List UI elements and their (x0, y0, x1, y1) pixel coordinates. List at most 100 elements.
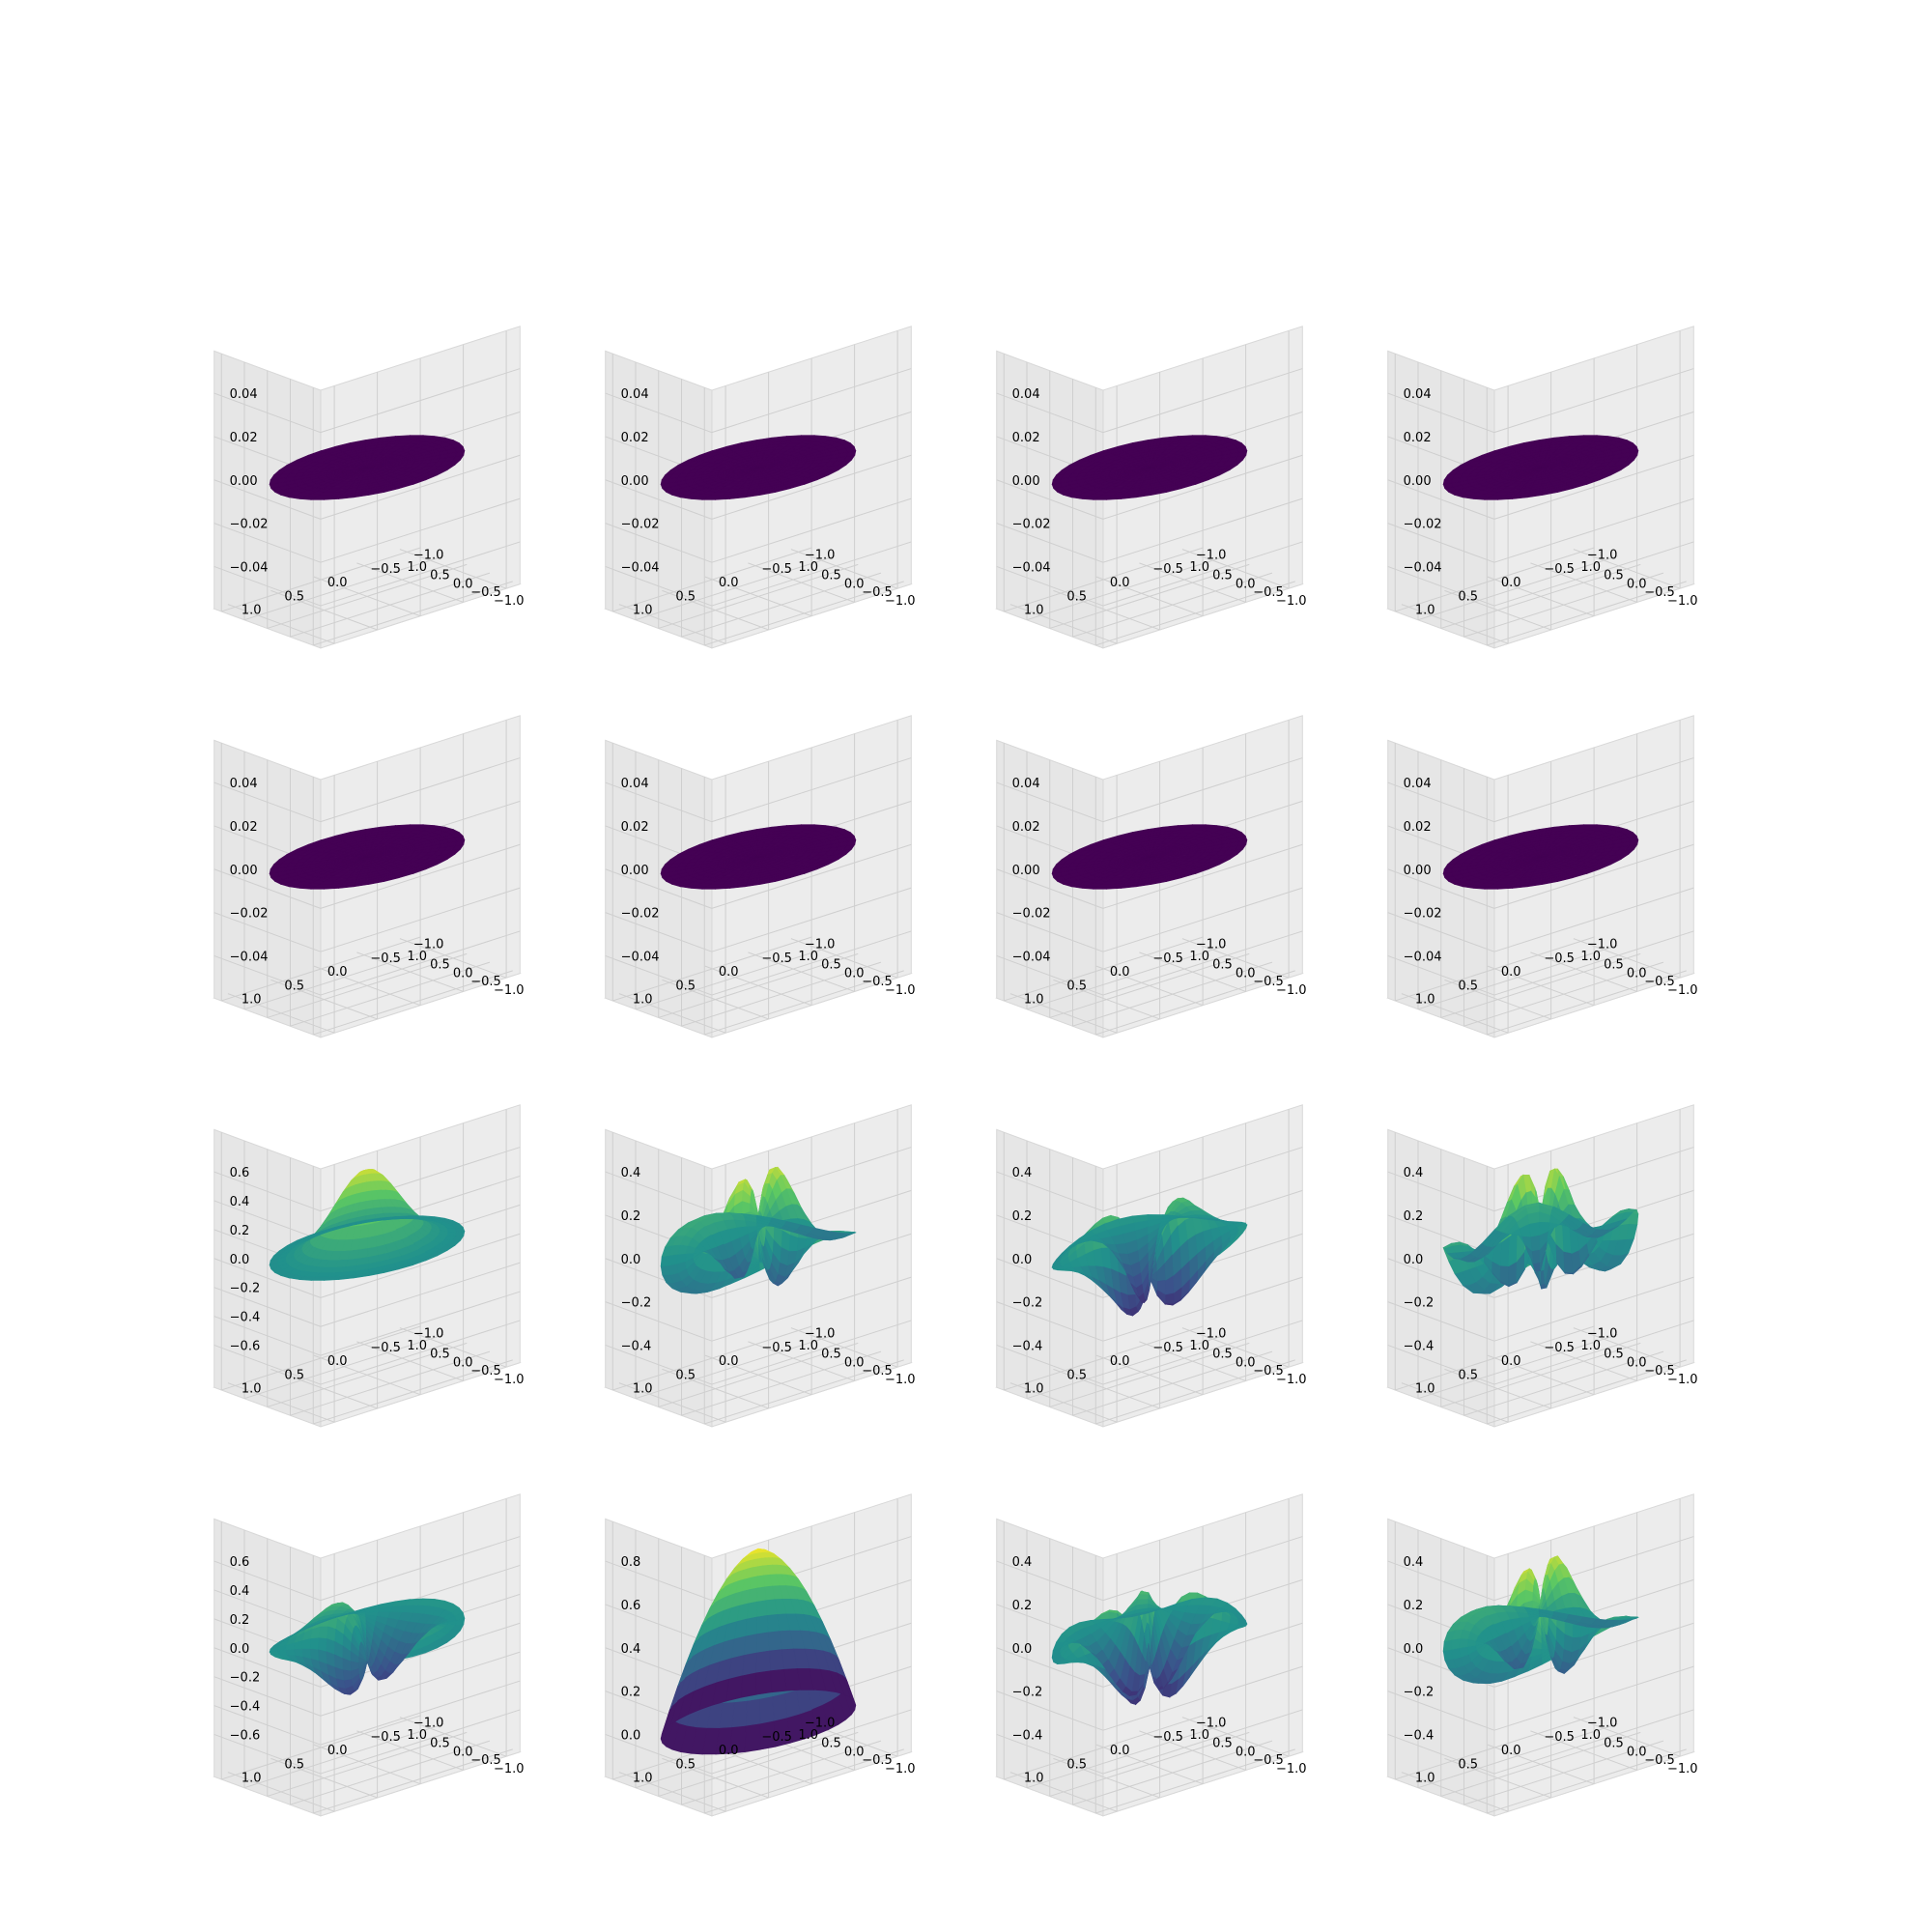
z-tick-label: −0.04 (1012, 560, 1051, 575)
z-tick-label: −0.6 (230, 1339, 261, 1353)
z-tick-label: 0.02 (230, 431, 258, 445)
x-tick-label: 0.5 (1212, 569, 1233, 583)
subplot-r3-c2: −1.0−0.50.00.51.0−1.0−0.50.00.51.0−0.4−0… (604, 1104, 916, 1428)
z-tick-label: 0.6 (230, 1166, 250, 1180)
y-tick-label: −1.0 (1196, 938, 1227, 952)
surface-patch (808, 435, 827, 440)
axis-ticks: −1.0−0.50.00.51.0−1.0−0.50.00.51.0−0.04−… (230, 387, 525, 618)
x-tick-label: −0.5 (470, 585, 501, 600)
x-tick-label: 0.0 (453, 1355, 473, 1370)
x-tick-label: 0.0 (1627, 577, 1647, 591)
x-tick-label: 0.0 (1236, 966, 1256, 980)
z-tick-label: −0.02 (1404, 518, 1442, 532)
y-tick-label: 1.0 (242, 604, 262, 618)
subplot-r1-c4: −1.0−0.50.00.51.0−1.0−0.50.00.51.0−0.04−… (1386, 326, 1698, 649)
grid-line (213, 565, 322, 607)
subplot-r2-c4: −1.0−0.50.00.51.0−1.0−0.50.00.51.0−0.04−… (1386, 715, 1698, 1038)
y-tick-label: 0.0 (327, 576, 348, 590)
z-tick-label: 0.00 (1404, 864, 1432, 878)
grid-line (711, 497, 912, 563)
grid-line (605, 523, 713, 563)
grid-line (1009, 604, 1118, 644)
grid-line (996, 392, 1104, 434)
grid-line (213, 392, 322, 434)
y-tick-label: −1.0 (1196, 549, 1227, 563)
y-tick-label: 1.0 (1024, 993, 1044, 1008)
grid-line (1053, 589, 1160, 631)
z-tick-label: −0.04 (621, 950, 660, 964)
z-tick-label: −0.02 (1012, 518, 1051, 532)
y-tick-label: −1.0 (413, 938, 444, 952)
z-tick-label: 0.04 (1404, 387, 1432, 402)
y-tick-label: 1.0 (1415, 604, 1435, 618)
subplot-r1-c3: −1.0−0.50.00.51.0−1.0−0.50.00.51.0−0.04−… (995, 326, 1307, 649)
x-tick-label: 0.0 (1236, 577, 1256, 591)
z-tick-label: 0.02 (621, 820, 649, 835)
x-tick-label: 0.5 (1604, 958, 1624, 973)
z-tick-label: 0.02 (1404, 820, 1432, 835)
z-tick-label: −0.4 (230, 1311, 261, 1325)
grid-line (605, 479, 713, 520)
y-tick-label: 0.5 (284, 979, 304, 993)
z-tick-label: 0.04 (230, 777, 258, 791)
grid-line (1102, 497, 1303, 563)
y-tick-label: 1.0 (633, 993, 653, 1008)
x-tick-label: 0.5 (1212, 958, 1233, 973)
subplot-r2-c1: −1.0−0.50.00.51.0−1.0−0.50.00.51.0−0.04−… (213, 715, 525, 1038)
x-tick-label: 0.0 (1627, 966, 1647, 980)
y-tick-label: −0.5 (370, 562, 401, 577)
surface-patch (668, 1263, 679, 1275)
surface (660, 435, 857, 500)
y-tick-label: 1.0 (242, 1382, 262, 1397)
x-tick-label: −0.5 (1253, 585, 1284, 600)
x-tick-label: −0.5 (1644, 585, 1675, 600)
surface-patch (668, 1254, 679, 1266)
z-tick-label: 0.4 (230, 1195, 250, 1209)
surface (1051, 435, 1248, 500)
grid-line (320, 368, 521, 434)
grid-line (662, 589, 769, 631)
x-tick-label: −0.5 (470, 975, 501, 989)
y-tick-label: 0.0 (1501, 965, 1521, 980)
z-tick-label: 0.04 (1012, 387, 1040, 402)
y-tick-label: −0.5 (761, 952, 792, 966)
y-tick-label: 0.5 (284, 589, 304, 604)
axis-ticks: −1.0−0.50.00.51.0−1.0−0.50.00.51.0−0.04−… (621, 387, 916, 618)
z-tick-label: 0.00 (230, 864, 258, 878)
y-tick-label: 0.0 (327, 965, 348, 980)
surface-patch (416, 435, 436, 440)
z-tick-label: 0.02 (621, 431, 649, 445)
grid-line (320, 497, 521, 563)
y-tick-label: −0.5 (1152, 952, 1183, 966)
y-tick-label: 1.0 (633, 604, 653, 618)
surface-patch (660, 1255, 670, 1267)
z-tick-label: 0.04 (230, 387, 258, 402)
z-tick-label: 0.04 (1012, 777, 1040, 791)
z-tick-label: −0.02 (621, 907, 660, 922)
grid-line (711, 368, 912, 434)
y-tick-label: −0.5 (1544, 562, 1575, 577)
y-tick-label: 0.0 (1110, 965, 1130, 980)
y-tick-label: −1.0 (413, 549, 444, 563)
z-tick-label: −0.04 (1404, 560, 1442, 575)
y-tick-label: 0.5 (1458, 979, 1478, 993)
grid-line (1004, 547, 1204, 612)
z-tick-label: −0.02 (1404, 907, 1442, 922)
grid-line (1102, 368, 1303, 434)
y-tick-label: 0.5 (1066, 979, 1087, 993)
x-tick-label: 1.0 (798, 560, 818, 575)
surface-patch (359, 1223, 369, 1239)
z-tick-label: −0.04 (1012, 950, 1051, 964)
grid-line (270, 589, 378, 631)
y-tick-label: 0.5 (675, 589, 696, 604)
subplot-r2-c2: −1.0−0.50.00.51.0−1.0−0.50.00.51.0−0.04−… (604, 715, 916, 1038)
x-tick-label: −1.0 (885, 594, 916, 609)
z-tick-label: 0.00 (1404, 474, 1432, 489)
surface-patch (446, 1231, 457, 1236)
surface (269, 435, 466, 500)
z-tick-label: 0.02 (1012, 431, 1040, 445)
y-tick-label: 1.0 (1024, 604, 1044, 618)
y-tick-label: −0.5 (1152, 562, 1183, 577)
y-tick-label: 0.0 (719, 965, 739, 980)
